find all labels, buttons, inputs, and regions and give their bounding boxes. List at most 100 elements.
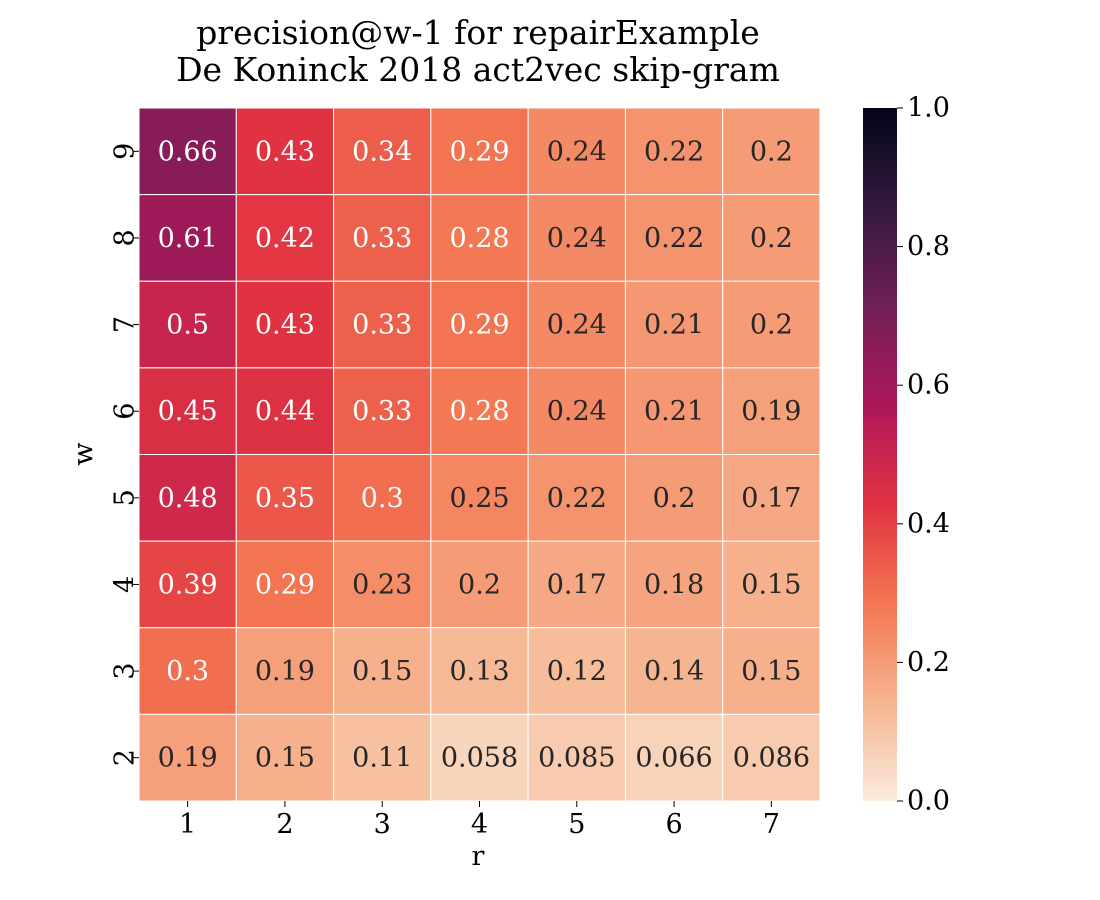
cell-value-label: 0.086 — [733, 743, 810, 774]
heatmap-cell — [138, 540, 237, 629]
heatmap-cell — [527, 280, 626, 369]
heatmap-cell — [722, 367, 821, 455]
cell-value-label: 0.48 — [158, 483, 218, 514]
cell-value-label: 0.11 — [352, 743, 412, 774]
heatmap-cell — [527, 627, 626, 715]
heatmap-cell — [624, 107, 724, 196]
heatmap-cell — [333, 540, 432, 629]
cell-value-label: 0.44 — [255, 396, 315, 427]
y-tick-label: 6 — [110, 403, 141, 420]
heatmap-cell — [235, 367, 335, 455]
heatmap-cell — [527, 107, 626, 196]
colorbar-tick-label: 0.4 — [907, 508, 950, 539]
heatmap-cell — [333, 280, 432, 369]
cell-value-label: 0.13 — [449, 656, 509, 687]
cell-value-label: 0.15 — [741, 569, 801, 600]
heatmap-cell — [138, 454, 237, 542]
cell-value-label: 0.29 — [449, 136, 509, 167]
cell-value-label: 0.17 — [547, 569, 607, 600]
cell-value-label: 0.22 — [547, 483, 607, 514]
cell-value-label: 0.24 — [547, 136, 607, 167]
cell-value-label: 0.22 — [644, 223, 704, 254]
cell-value-label: 0.3 — [166, 656, 209, 687]
colorbar — [863, 108, 897, 801]
cell-value-label: 0.43 — [255, 136, 315, 167]
heatmap-cell — [138, 280, 237, 369]
x-tick-label: 7 — [763, 809, 780, 840]
cell-value-label: 0.39 — [158, 569, 218, 600]
cell-value-label: 0.24 — [547, 396, 607, 427]
cell-value-label: 0.3 — [361, 483, 404, 514]
x-tick-label: 6 — [665, 809, 682, 840]
heatmap-cell — [138, 367, 237, 455]
cell-value-label: 0.5 — [166, 310, 209, 341]
heatmap-cell — [430, 627, 529, 715]
cell-value-label: 0.45 — [158, 396, 218, 427]
cell-value-label: 0.24 — [547, 310, 607, 341]
cell-value-label: 0.18 — [644, 569, 704, 600]
heatmap-cell — [333, 627, 432, 715]
colorbar-ticks: 0.0 0.2 0.4 0.6 0.8 1.0 — [897, 93, 950, 817]
cell-value-label: 0.085 — [538, 743, 615, 774]
heatmap-cell — [235, 280, 335, 369]
heatmap-cell — [722, 540, 821, 629]
cell-value-label: 0.24 — [547, 223, 607, 254]
heatmap-cell — [722, 713, 821, 802]
colorbar-tick-label: 0.2 — [907, 647, 950, 678]
heatmap-cell — [527, 713, 626, 802]
cell-value-label: 0.21 — [644, 310, 704, 341]
heatmap-cell — [430, 713, 529, 802]
heatmap-cell — [235, 713, 335, 802]
heatmap-cell — [430, 367, 529, 455]
cell-value-label: 0.61 — [158, 223, 218, 254]
cell-value-label: 0.42 — [255, 223, 315, 254]
cell-value-label: 0.33 — [352, 223, 412, 254]
heatmap-cell — [624, 713, 724, 802]
cell-value-label: 0.2 — [653, 483, 696, 514]
y-tick-label: 9 — [110, 143, 141, 160]
heatmap-cell — [624, 194, 724, 282]
cell-value-label: 0.29 — [449, 310, 509, 341]
heatmap-cell — [333, 107, 432, 196]
heatmap-cell — [430, 540, 529, 629]
heatmap-cell — [333, 454, 432, 542]
axis-ticks: 1 2 3 4 5 6 7 9 8 7 6 5 4 3 2 — [110, 143, 780, 840]
cell-value-label: 0.33 — [352, 396, 412, 427]
heatmap-cell — [333, 194, 432, 282]
heatmap-cell — [624, 627, 724, 715]
cell-value-label: 0.066 — [635, 743, 712, 774]
y-tick-label: 7 — [110, 316, 141, 333]
heatmap-cell — [527, 540, 626, 629]
y-axis-label: w — [68, 442, 99, 465]
cell-value-label: 0.22 — [644, 136, 704, 167]
y-tick-label: 8 — [110, 229, 141, 246]
heatmap-cell — [138, 713, 237, 802]
heatmap-cell — [138, 627, 237, 715]
heatmap-cell — [722, 194, 821, 282]
cell-value-label: 0.28 — [449, 223, 509, 254]
heatmap-cell — [722, 454, 821, 542]
y-tick-label: 4 — [110, 576, 141, 593]
cell-value-label: 0.14 — [644, 656, 704, 687]
x-axis-label: r — [472, 841, 485, 872]
y-tick-label: 5 — [110, 489, 141, 506]
cell-value-label: 0.2 — [750, 136, 793, 167]
cell-value-label: 0.34 — [352, 136, 412, 167]
colorbar-tick-label: 1.0 — [907, 93, 950, 124]
heatmap-cell — [430, 107, 529, 196]
x-tick-label: 1 — [179, 809, 196, 840]
y-tick-label: 2 — [110, 749, 141, 766]
heatmap-cell — [722, 627, 821, 715]
cell-value-label: 0.33 — [352, 310, 412, 341]
cell-value-label: 0.29 — [255, 569, 315, 600]
chart-title-line2: De Koninck 2018 act2vec skip-gram — [176, 50, 780, 89]
cell-value-label: 0.35 — [255, 483, 315, 514]
cell-value-label: 0.19 — [255, 656, 315, 687]
cell-value-label: 0.19 — [158, 743, 218, 774]
cell-value-label: 0.19 — [741, 396, 801, 427]
cell-value-label: 0.15 — [255, 743, 315, 774]
colorbar-tick-label: 0.6 — [907, 370, 950, 401]
cell-value-label: 0.43 — [255, 310, 315, 341]
chart-title-line1: precision@w-1 for repairExample — [196, 13, 760, 52]
